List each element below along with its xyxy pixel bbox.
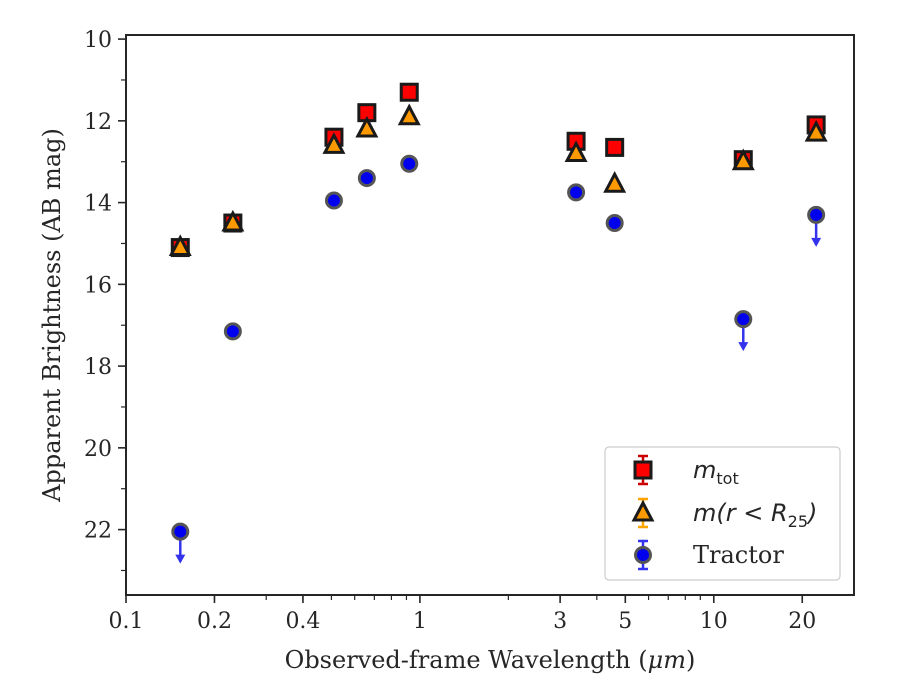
x-axis-label: Observed-frame Wavelength (μm) bbox=[285, 646, 696, 674]
y-tick-label-5: 20 bbox=[84, 437, 112, 462]
x-tick-label-3: 1 bbox=[413, 609, 427, 634]
tractor-point-2 bbox=[324, 191, 343, 210]
tractor-point-1 bbox=[223, 322, 242, 341]
mtot-point-6 bbox=[605, 137, 625, 157]
series-tractor bbox=[171, 154, 826, 564]
tractor-point-7 bbox=[734, 310, 753, 329]
y-tick-label-6: 22 bbox=[84, 519, 112, 544]
data-marks bbox=[168, 82, 828, 564]
legend-label-tractor: Tractor bbox=[693, 541, 784, 569]
series-m_r25 bbox=[168, 103, 828, 257]
plot-frame bbox=[125, 34, 855, 596]
m_r25-point-3 bbox=[355, 115, 379, 138]
m_r25-point-6 bbox=[603, 170, 627, 193]
tractor-point-5 bbox=[567, 183, 586, 202]
x-tick-label-7: 20 bbox=[788, 609, 816, 634]
legend-marker-mtot bbox=[633, 460, 653, 480]
y-tick-label-4: 18 bbox=[84, 355, 112, 380]
legend: mtot m(r < R25) Tractor bbox=[604, 446, 841, 581]
x-tick-label-5: 5 bbox=[618, 609, 632, 634]
mtot-point-4 bbox=[399, 82, 419, 102]
legend-entry-m_r25: m(r < R25) bbox=[631, 497, 817, 531]
tractor-point-4 bbox=[400, 154, 419, 173]
x-tick-label-0: 0.1 bbox=[109, 609, 144, 634]
tractor-arrowhead-0 bbox=[175, 554, 186, 564]
legend-entry-tractor: Tractor bbox=[634, 539, 784, 571]
x-tick-label-1: 0.2 bbox=[197, 609, 232, 634]
y-tick-label-1: 12 bbox=[84, 110, 112, 135]
y-tick-label-0: 10 bbox=[84, 28, 112, 53]
tractor-arrowhead-8 bbox=[811, 237, 822, 247]
legend-label-mtot: mtot bbox=[693, 456, 739, 488]
tractor-point-3 bbox=[357, 169, 376, 188]
m_r25-point-0 bbox=[168, 234, 192, 257]
m_r25-point-8 bbox=[804, 119, 828, 142]
m_r25-point-4 bbox=[397, 103, 421, 126]
m_r25-point-2 bbox=[322, 132, 346, 154]
x-tick-label-2: 0.4 bbox=[285, 609, 320, 634]
legend-label-m_r25: m(r < R25) bbox=[693, 499, 817, 531]
legend-box bbox=[604, 446, 841, 581]
x-tick-label-6: 10 bbox=[700, 609, 728, 634]
tractor-point-0 bbox=[171, 522, 190, 541]
m_r25-point-7 bbox=[731, 148, 755, 171]
m_r25-point-1 bbox=[221, 209, 245, 232]
tractor-point-8 bbox=[807, 205, 826, 224]
y-tick-label-2: 14 bbox=[84, 192, 112, 217]
x-tick-label-4: 3 bbox=[553, 609, 567, 634]
tractor-arrowhead-7 bbox=[738, 342, 749, 352]
y-tick-label-3: 16 bbox=[84, 273, 112, 298]
m_r25-point-5 bbox=[564, 140, 588, 163]
tractor-point-6 bbox=[605, 214, 624, 233]
axes: 0.1 0.2 0.4 1 3 5 10 20 10 12 14 16 18 20 22 bbox=[84, 28, 816, 634]
legend-marker-m_r25 bbox=[631, 499, 655, 522]
legend-marker-tractor bbox=[634, 546, 652, 564]
y-axis-label: Apparent Brightness (AB mag) bbox=[38, 128, 66, 503]
legend-entry-mtot: mtot bbox=[633, 454, 739, 488]
